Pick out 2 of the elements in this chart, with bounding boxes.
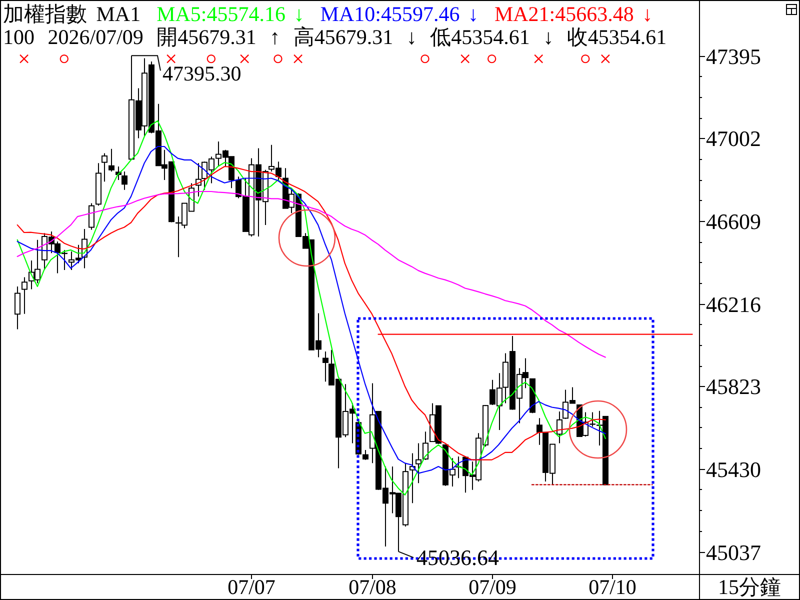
title: 加權指數 MA1	[3, 2, 141, 26]
subtitle: 100 2026/07/09 開45679.31 ↑ 高45679.31 ↓ 低45354.61 ↓ 收45354.61	[3, 25, 667, 49]
